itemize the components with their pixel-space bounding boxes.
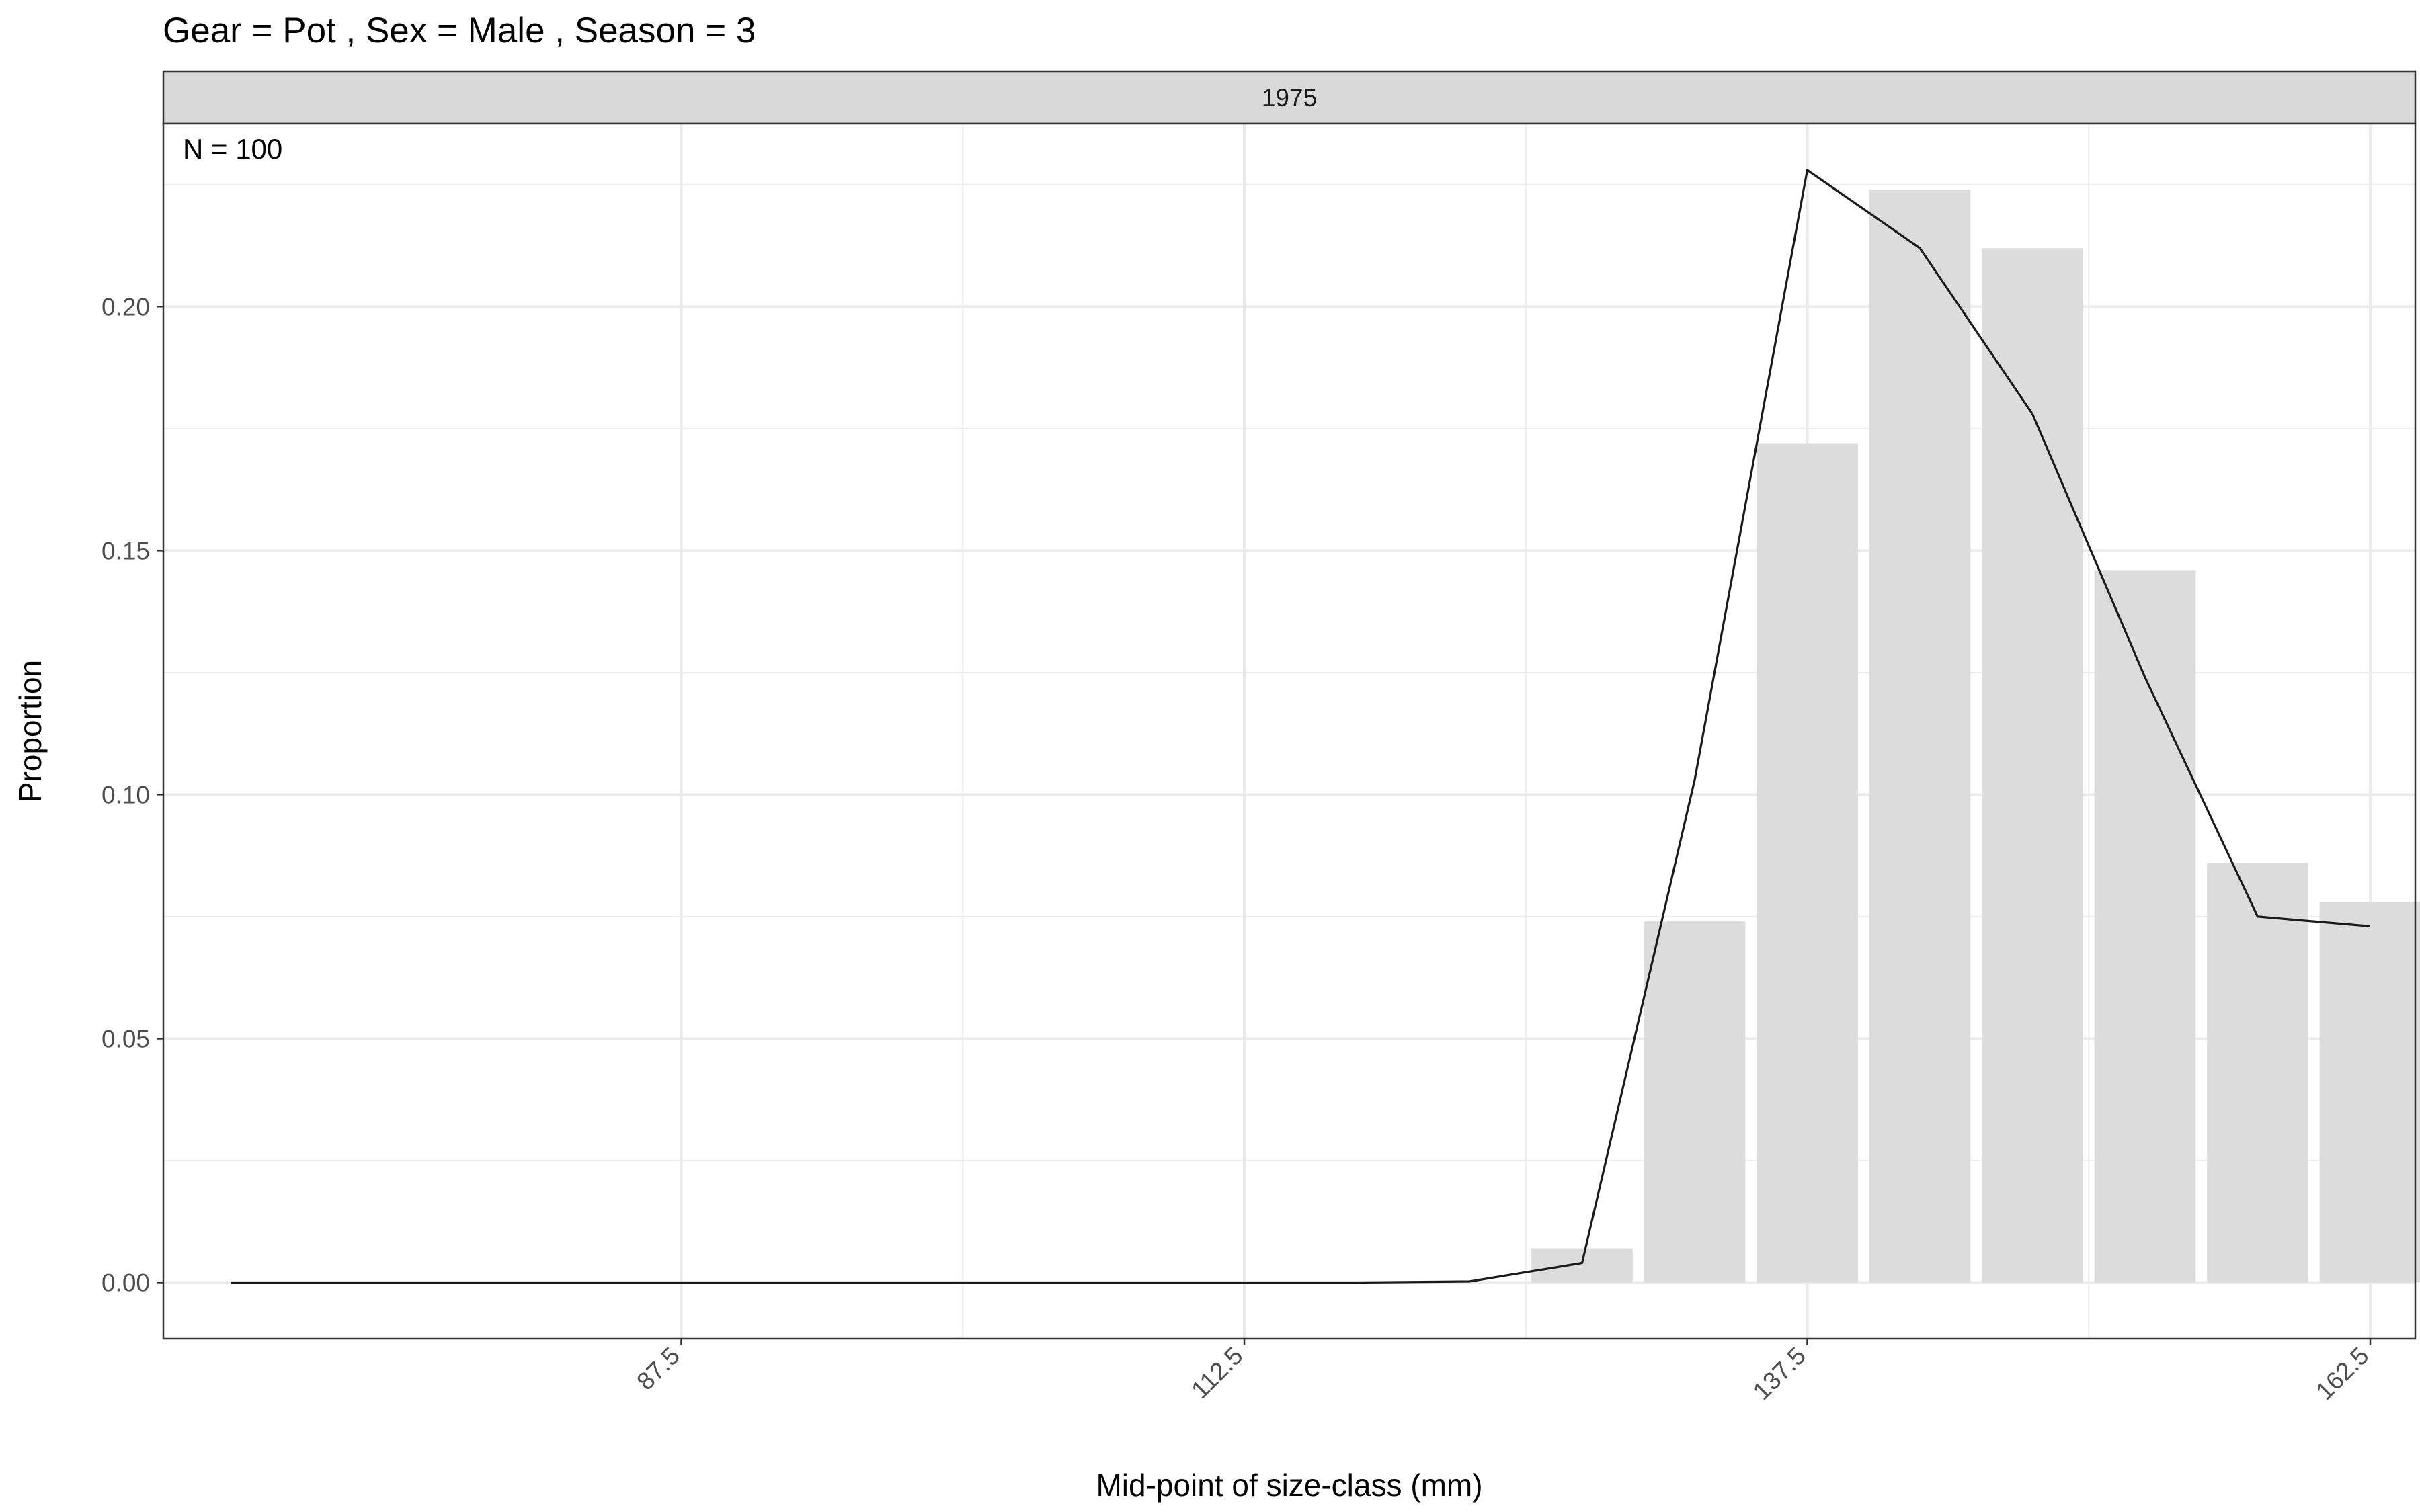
line-point bbox=[1244, 1282, 1245, 1283]
line-point bbox=[2257, 916, 2259, 917]
line-point bbox=[681, 1282, 682, 1283]
facet-strip bbox=[162, 70, 2417, 125]
line-point bbox=[793, 1282, 795, 1283]
line-point bbox=[1131, 1282, 1133, 1283]
line-point bbox=[1469, 1281, 1470, 1282]
line-point bbox=[1018, 1282, 1020, 1283]
line-point bbox=[2370, 925, 2371, 927]
y-tick-label: 0.10 bbox=[102, 781, 150, 808]
x-tick-label: 162.5 bbox=[2310, 1342, 2374, 1405]
plot-panel-border bbox=[162, 122, 2417, 1340]
x-tick-label: 87.5 bbox=[631, 1342, 685, 1396]
bar bbox=[1757, 443, 1858, 1283]
y-tick-label: 0.20 bbox=[102, 293, 150, 321]
y-tick-label: 0.05 bbox=[102, 1025, 150, 1052]
line-point bbox=[231, 1282, 232, 1283]
x-tick-label: 112.5 bbox=[1186, 1342, 1248, 1404]
fitted-line bbox=[231, 169, 2371, 1284]
facet-strip-label: 1975 bbox=[1262, 84, 1317, 112]
line-point bbox=[1919, 247, 1921, 249]
bar bbox=[1531, 1248, 1633, 1283]
x-tick-label: 137.5 bbox=[1748, 1342, 1811, 1405]
chart-title: Gear = Pot , Sex = Male , Season = 3 bbox=[163, 11, 756, 50]
line-point bbox=[456, 1282, 457, 1283]
line-point bbox=[1694, 780, 1695, 781]
bar bbox=[1982, 248, 2083, 1283]
line-point bbox=[1807, 169, 1808, 171]
fitted-line-layer bbox=[231, 169, 2371, 1284]
line-point bbox=[343, 1282, 344, 1283]
y-tick-label: 0.15 bbox=[102, 537, 150, 564]
line-point bbox=[906, 1282, 908, 1283]
histogram-bars bbox=[1531, 190, 2420, 1283]
y-tick-label: 0.00 bbox=[102, 1269, 150, 1296]
bar bbox=[1869, 190, 1971, 1283]
line-point bbox=[1357, 1282, 1358, 1283]
bar bbox=[2094, 570, 2196, 1283]
bar bbox=[2207, 863, 2308, 1283]
line-point bbox=[1582, 1262, 1583, 1263]
x-axis-title: Mid-point of size-class (mm) bbox=[1096, 1468, 1482, 1503]
bar bbox=[1644, 921, 1746, 1283]
sample-size-annotation: N = 100 bbox=[183, 133, 282, 165]
bar bbox=[2319, 902, 2420, 1283]
line-point bbox=[2032, 413, 2033, 415]
y-axis: 0.00 0.05 0.10 0.15 0.20 bbox=[102, 293, 163, 1296]
line-point bbox=[2144, 677, 2146, 678]
line-point bbox=[568, 1282, 569, 1283]
y-axis-title: Proportion bbox=[13, 660, 48, 802]
x-axis: 87.5 112.5 137.5 162.5 bbox=[631, 1339, 2374, 1405]
